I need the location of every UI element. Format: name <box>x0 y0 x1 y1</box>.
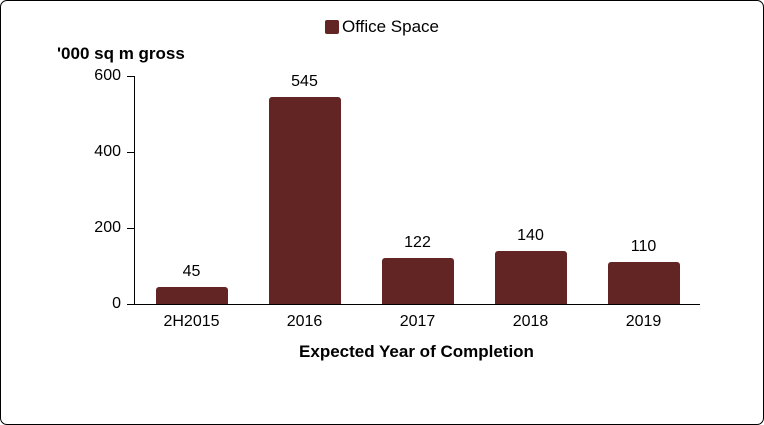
legend: Office Space <box>324 17 440 37</box>
y-tick-mark <box>127 227 135 229</box>
y-axis-title: '000 sq m gross <box>57 44 185 63</box>
y-tick-label: 600 <box>94 67 121 84</box>
x-tick-label-2016: 2016 <box>286 313 323 330</box>
bar-2016 <box>268 96 341 304</box>
bar-value-label: 122 <box>404 233 431 251</box>
x-tick-label-2018: 2018 <box>512 313 549 330</box>
bar-value-label: 140 <box>517 226 544 244</box>
bar-2018 <box>494 250 567 304</box>
plot-area: 0 200 400 600 45 2H2015 545 2016 122 2017 140 2018 1… <box>94 67 700 330</box>
y-tick-label: 0 <box>112 295 121 312</box>
bar-value-label: 45 <box>182 262 201 280</box>
legend-label: Office Space <box>341 17 440 36</box>
y-tick-mark <box>127 151 135 153</box>
bar-2017 <box>381 257 454 304</box>
bar-value-label: 110 <box>630 238 657 256</box>
bar-2019 <box>607 262 680 304</box>
y-tick-label: 200 <box>94 219 121 236</box>
x-tick-label-2H2015: 2H2015 <box>163 313 220 330</box>
x-tick-label-2019: 2019 <box>625 313 662 330</box>
y-tick-mark <box>127 303 135 305</box>
x-axis-title: Expected Year of Completion <box>299 342 534 361</box>
y-tick-mark <box>127 75 135 77</box>
legend-swatch-office-space <box>324 20 339 34</box>
x-tick-label-2017: 2017 <box>399 313 436 330</box>
bar-2H2015 <box>155 286 228 304</box>
bar-value-label: 545 <box>291 72 318 90</box>
y-tick-label: 400 <box>94 143 121 160</box>
